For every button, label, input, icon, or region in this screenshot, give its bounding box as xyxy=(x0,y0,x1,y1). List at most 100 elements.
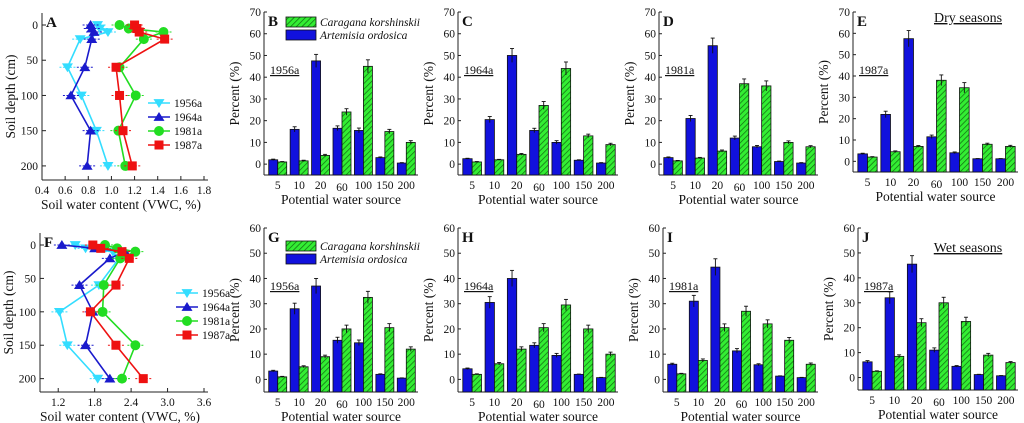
y-tick-label: 20 xyxy=(649,324,661,336)
bar-artemisia xyxy=(332,127,343,176)
x-tick-label: 150 xyxy=(376,180,394,192)
bar-artemisia xyxy=(880,114,891,173)
bar-artemisia xyxy=(529,344,540,393)
y-tick-label: 30 xyxy=(839,92,851,104)
y-tick-label: 10 xyxy=(839,135,851,147)
bar-artemisia xyxy=(311,60,321,176)
data-point xyxy=(79,62,91,72)
bar-caragana xyxy=(583,328,594,393)
bar-artemisia xyxy=(751,146,763,176)
x-axis-label: Potential water source xyxy=(679,192,799,207)
x-tick-label: 200 xyxy=(997,177,1015,189)
y-tick-label: 60 xyxy=(839,28,851,40)
bar-artemisia xyxy=(995,158,1006,173)
legend-item: 1987a xyxy=(176,330,230,342)
data-point xyxy=(80,340,92,350)
panel-label: E xyxy=(857,14,867,30)
x-tick-label: 10 xyxy=(885,177,897,189)
legend-swatch xyxy=(285,29,317,41)
bar-caragana xyxy=(560,304,572,393)
y-tick-label: 40 xyxy=(250,273,262,285)
legend-label: 1956a xyxy=(174,98,202,110)
x-tick-label: 10 xyxy=(293,180,305,192)
legend-label: Caragana korshinskii xyxy=(320,241,420,253)
bar-artemisia xyxy=(506,278,518,393)
panel-label: D xyxy=(663,14,674,30)
y-tick-label: 60 xyxy=(844,223,856,235)
x-tick-label: 20 xyxy=(712,180,724,192)
bar-caragana xyxy=(739,83,750,176)
bar-artemisia xyxy=(973,374,984,391)
x-tick-label: 5 xyxy=(469,397,475,409)
legend-label: 1987a xyxy=(174,140,202,152)
y-tick-label: 20 xyxy=(444,324,456,336)
y-tick-label: 20 xyxy=(444,116,456,128)
x-tick-label: 100 xyxy=(953,395,971,407)
y-tick-label: 100 xyxy=(21,90,39,102)
legend-item: Artemisia ordosica xyxy=(285,253,408,266)
bar-artemisia xyxy=(775,375,786,393)
data-point xyxy=(130,340,141,351)
series-1964a xyxy=(62,20,103,170)
legend-label: 1981a xyxy=(202,316,230,328)
data-point xyxy=(127,161,137,171)
bar-artemisia xyxy=(972,158,983,173)
x-tick-label: 20 xyxy=(911,395,923,407)
data-point xyxy=(85,125,97,135)
legend-label: Artemisia ordosica xyxy=(319,30,408,42)
data-point xyxy=(61,341,73,351)
y-tick-label: 50 xyxy=(250,248,262,260)
bar-artemisia xyxy=(573,159,584,176)
x-axis-label: Potential water source xyxy=(876,189,996,204)
bar-artemisia xyxy=(289,308,300,393)
y-tick-label: 0 xyxy=(449,374,455,386)
series-1981a xyxy=(94,240,144,384)
y-tick-label: 70 xyxy=(645,7,657,19)
bar-artemisia xyxy=(949,152,960,173)
bar-caragana xyxy=(719,327,730,393)
bar-artemisia xyxy=(529,130,540,176)
bar-artemisia xyxy=(753,364,764,393)
x-axis-label: Potential water source xyxy=(281,192,401,207)
x-tick-label: 150 xyxy=(776,397,794,409)
legend-marker xyxy=(182,316,192,326)
bar-artemisia xyxy=(462,158,473,176)
panel-label: A xyxy=(46,15,57,31)
x-tick-label: 20 xyxy=(511,180,523,192)
panel-j: J 0 10 20 30 40 50 60 5 10 20 60 100 150 200Potential … xyxy=(821,223,1018,422)
bar-caragana xyxy=(277,161,288,176)
y-tick-label: 30 xyxy=(250,299,262,311)
x-tick-label: 0.4 xyxy=(35,185,50,197)
bar-caragana xyxy=(471,161,482,176)
y-tick-label: 20 xyxy=(250,324,262,336)
y-tick-label: 40 xyxy=(444,72,456,84)
bar-caragana xyxy=(494,363,505,393)
y-tick-label: 150 xyxy=(21,126,39,138)
bar-artemisia xyxy=(996,375,1007,391)
legend-label: 1964a xyxy=(174,112,202,124)
bar-caragana xyxy=(277,376,288,393)
legend-marker xyxy=(153,112,165,121)
y-tick-label: 50 xyxy=(250,50,262,62)
panel-label: F xyxy=(44,235,53,251)
data-point xyxy=(69,241,81,250)
bar-artemisia xyxy=(289,128,300,176)
x-tick-label: 20 xyxy=(315,397,327,409)
legend-swatch xyxy=(285,240,317,252)
x-tick-label: 60 xyxy=(533,182,545,194)
x-tick-label: 10 xyxy=(293,397,305,409)
bar-artemisia xyxy=(551,355,562,393)
x-tick-label: 150 xyxy=(775,180,793,192)
panel-label: G xyxy=(268,230,280,246)
y-tick-label: 200 xyxy=(21,161,39,173)
data-point xyxy=(118,126,128,136)
bar-caragana xyxy=(516,348,527,393)
y-tick-label: 150 xyxy=(19,340,37,352)
x-tick-label: 1.4 xyxy=(151,185,166,197)
bar-caragana xyxy=(1005,145,1016,173)
data-point xyxy=(61,63,73,73)
data-point xyxy=(75,91,87,101)
data-point xyxy=(117,247,127,257)
bar-caragana xyxy=(936,79,947,173)
bar-caragana xyxy=(605,144,616,176)
